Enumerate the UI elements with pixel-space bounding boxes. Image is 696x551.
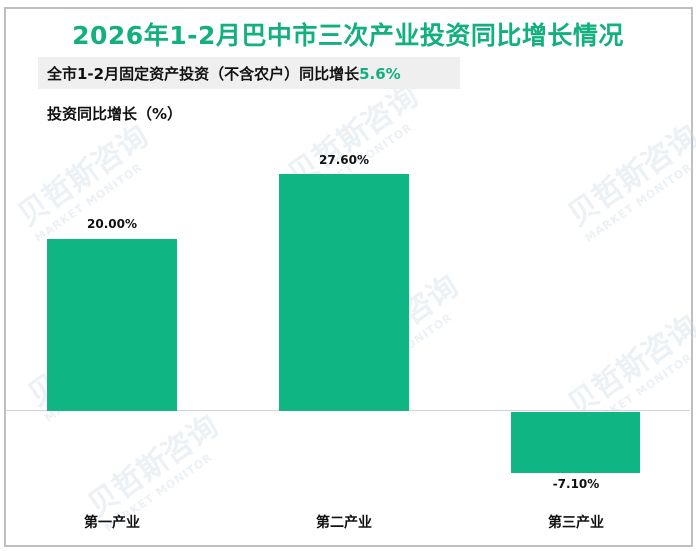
chart-frame — [4, 7, 693, 547]
bar-value-label: 20.00% — [87, 217, 137, 231]
bar-primary-industry — [47, 239, 177, 411]
y-axis-label: 投资同比增长（%） — [47, 105, 183, 123]
bar-value-label: -7.10% — [552, 477, 600, 491]
subtitle-text: 全市1-2月固定资产投资（不含农户）同比增长 — [47, 65, 360, 83]
bar-secondary-industry — [279, 174, 409, 411]
category-label: 第一产业 — [84, 515, 140, 531]
subtitle-highlight: 5.6% — [359, 65, 401, 83]
subtitle: 全市1-2月固定资产投资（不含农户）同比增长5.6% — [47, 63, 401, 84]
subtitle-background — [38, 57, 460, 89]
bar-tertiary-industry — [511, 412, 640, 473]
bar-value-label: 27.60% — [319, 153, 369, 167]
category-label: 第二产业 — [316, 515, 372, 531]
category-label: 第三产业 — [548, 515, 604, 531]
chart-title: 2026年1-2月巴中市三次产业投资同比增长情况 — [72, 21, 624, 50]
